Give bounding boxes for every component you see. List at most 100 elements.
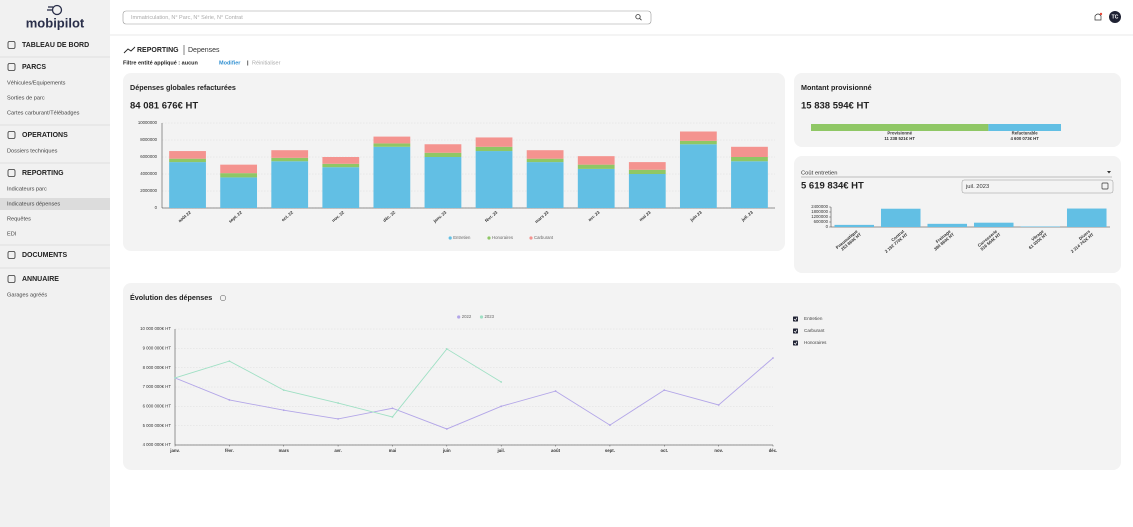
breadcrumb-page: Depenses	[188, 47, 220, 54]
nav-item[interactable]: Garages agréés	[7, 292, 47, 298]
bar-segment	[526, 162, 564, 208]
bar-segment	[628, 174, 666, 208]
calendar-icon[interactable]	[1101, 182, 1109, 190]
bar-segment	[220, 173, 258, 178]
y-tick-label: 8000000	[140, 137, 157, 142]
bar-segment	[679, 140, 717, 145]
nav-icon	[7, 169, 16, 177]
y-tick-label: 10000000	[138, 120, 158, 125]
x-tick-label: juin	[442, 448, 451, 453]
provision-name: Provisionné	[887, 131, 912, 136]
y-tick-label: 1800000	[811, 209, 828, 214]
y-tick-label: 6000000	[140, 154, 157, 159]
nav-section[interactable]: TABLEAU DE BORD	[22, 42, 89, 49]
bar	[1066, 208, 1107, 227]
sidebar	[0, 0, 110, 527]
checkmark	[793, 317, 798, 321]
y-tick-label: 0	[826, 224, 829, 229]
bar-segment	[271, 157, 309, 162]
x-tick-label: déc.	[769, 448, 778, 453]
line-point	[500, 405, 503, 408]
select-arrow[interactable]	[1107, 171, 1111, 174]
legend-swatch	[457, 315, 461, 319]
bar-segment	[322, 163, 360, 168]
bar-segment	[169, 151, 206, 159]
nav-item[interactable]: EDI	[7, 231, 17, 237]
nav-item[interactable]: Sorties de parc	[7, 95, 45, 101]
legend-label: Entretien	[453, 235, 471, 240]
y-tick-label: 7 000 000€ HT	[143, 384, 172, 389]
breadcrumb-section: REPORTING	[137, 47, 179, 54]
nav-item[interactable]: Requêtes	[7, 216, 31, 222]
line-point	[445, 348, 448, 350]
bar-segment	[322, 157, 360, 164]
bar-segment	[526, 150, 564, 159]
y-tick-label: 1200000	[811, 214, 828, 219]
line-point	[174, 377, 176, 379]
nav-section[interactable]: REPORTING	[22, 170, 64, 177]
y-tick-label: 8 000 000€ HT	[143, 365, 172, 370]
bar-segment	[271, 161, 309, 208]
nav-item[interactable]: Indicateurs parc	[7, 186, 47, 192]
x-tick-label: août	[551, 448, 561, 453]
checkbox-label: Honoraires	[804, 340, 827, 345]
nav-section[interactable]: DOCUMENTS	[22, 252, 67, 259]
line-point	[663, 389, 666, 391]
bar-segment	[628, 169, 666, 174]
nav-section[interactable]: PARCS	[22, 64, 46, 71]
legend-swatch	[448, 236, 452, 240]
legend-label: 2022	[462, 314, 472, 319]
filter-separator: |	[247, 60, 249, 66]
bar-segment	[577, 164, 615, 169]
bar	[1020, 226, 1061, 227]
provision-segment	[811, 124, 989, 131]
line-point	[609, 424, 611, 426]
x-tick-label: janv.	[169, 448, 179, 453]
filter-text: Filtre entité appliqué : aucun	[123, 60, 199, 66]
filter-modify[interactable]: Modifier	[219, 60, 241, 66]
bar-segment	[424, 157, 462, 208]
info-icon[interactable]	[219, 294, 227, 302]
bell-icon[interactable]	[1094, 13, 1102, 21]
bar-segment	[220, 164, 258, 174]
avatar[interactable]	[1109, 11, 1121, 23]
bar-segment	[475, 146, 513, 152]
bar-segment	[628, 162, 666, 170]
bar-segment	[373, 146, 411, 208]
legend-swatch	[529, 236, 533, 240]
bar-segment	[169, 162, 206, 208]
search-box[interactable]	[122, 10, 652, 25]
y-tick-label: 600000	[814, 219, 829, 224]
y-tick-label: 2000000	[140, 188, 157, 193]
y-tick-label: 0	[155, 205, 158, 210]
y-tick-label: 4000000	[140, 171, 157, 176]
nav-icon	[7, 131, 16, 139]
x-tick-label: mars	[279, 448, 290, 453]
provision-value: 4 600 073€ HT	[1010, 136, 1039, 141]
nav-item[interactable]: Indicateurs dépenses	[7, 201, 60, 207]
nav-section[interactable]: OPERATIONS	[22, 132, 68, 139]
line-point	[391, 407, 394, 410]
provision-segment	[988, 124, 1061, 131]
line-point	[391, 416, 394, 418]
filter-reset[interactable]: Réinitialiser	[252, 60, 281, 66]
bar	[927, 223, 968, 227]
bar-segment	[271, 150, 309, 158]
bar-segment	[169, 158, 206, 163]
date-input[interactable]	[961, 179, 1114, 194]
checkmark	[793, 341, 798, 345]
bar-segment	[475, 137, 513, 147]
nav-section[interactable]: ANNUAIRE	[22, 276, 59, 283]
legend-label: Carburant	[534, 235, 554, 240]
nav-item[interactable]: Véhicules/Equipements	[7, 80, 66, 86]
nav-item[interactable]: Dossiers techniques	[7, 148, 58, 154]
bar-segment	[679, 131, 717, 141]
reporting-icon	[123, 46, 136, 54]
active-nav-highlight	[0, 198, 110, 210]
nav-item[interactable]: Cartes carburant/Télébadges	[7, 110, 80, 116]
line-point	[772, 357, 774, 359]
bar-segment	[526, 158, 564, 163]
bar-segment	[424, 144, 462, 153]
card-title: Montant provisionné	[801, 83, 872, 92]
